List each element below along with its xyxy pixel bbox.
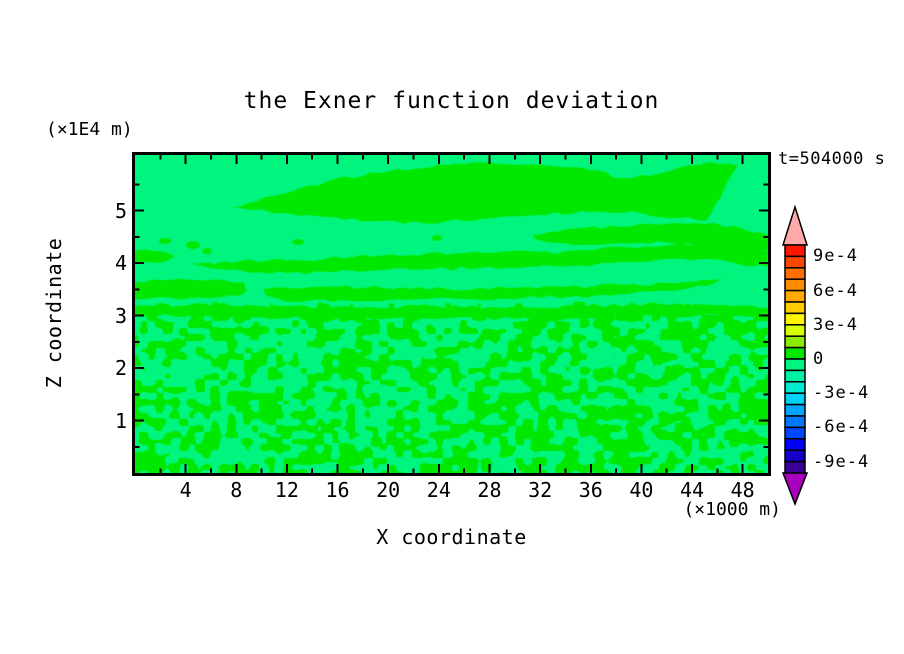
colorbar-label: 9e-4 (813, 246, 858, 267)
x-tick-label: 32 (528, 478, 553, 502)
axis-ticks (135, 155, 768, 473)
x-axis-unit-label: (×1000 m) (683, 499, 781, 520)
colorbar-label: -3e-4 (813, 383, 870, 404)
contour-field-canvas (135, 155, 768, 473)
y-axis-title: Z coordinate (42, 237, 66, 389)
x-tick-label: 4 (179, 478, 192, 502)
y-tick-label: 1 (114, 408, 127, 433)
x-axis-title: X coordinate (376, 525, 527, 549)
x-tick-label: 44 (679, 478, 705, 502)
plot-area (132, 152, 771, 476)
x-tick-label: 36 (578, 478, 603, 502)
x-tick-label: 12 (274, 478, 299, 502)
y-tick-label: 4 (114, 251, 127, 276)
colorbar (781, 205, 809, 507)
plot-title: the Exner function deviation (243, 88, 660, 114)
x-tick-label: 40 (629, 478, 654, 502)
y-axis-unit-label: (×1E4 m) (46, 119, 133, 140)
colorbar-label: -6e-4 (813, 417, 870, 438)
x-tick-label: 20 (376, 478, 401, 502)
colorbar-label: 6e-4 (813, 280, 858, 301)
x-tick-label: 24 (426, 478, 451, 502)
colorbar-label: 0 (813, 349, 825, 369)
colorbar-labels: 9e-4 6e-4 3e-4 0 -3e-4 -6e-4 -9e-4 (813, 205, 893, 507)
x-tick-label: 8 (230, 478, 243, 502)
y-tick-label: 2 (114, 356, 127, 381)
y-tick-label: 5 (114, 198, 127, 223)
x-tick-label: 48 (730, 478, 755, 502)
y-tick-labels: 1 2 3 4 5 (95, 155, 127, 473)
colorbar-label: 3e-4 (813, 314, 858, 335)
x-tick-labels: 4 8 12 16 20 24 28 32 36 40 44 48 (135, 478, 768, 502)
x-tick-label: 28 (477, 478, 502, 502)
time-label: t=504000 s (778, 149, 886, 169)
x-tick-label: 16 (325, 478, 350, 502)
y-tick-label: 3 (114, 303, 127, 328)
colorbar-label: -9e-4 (813, 451, 870, 472)
